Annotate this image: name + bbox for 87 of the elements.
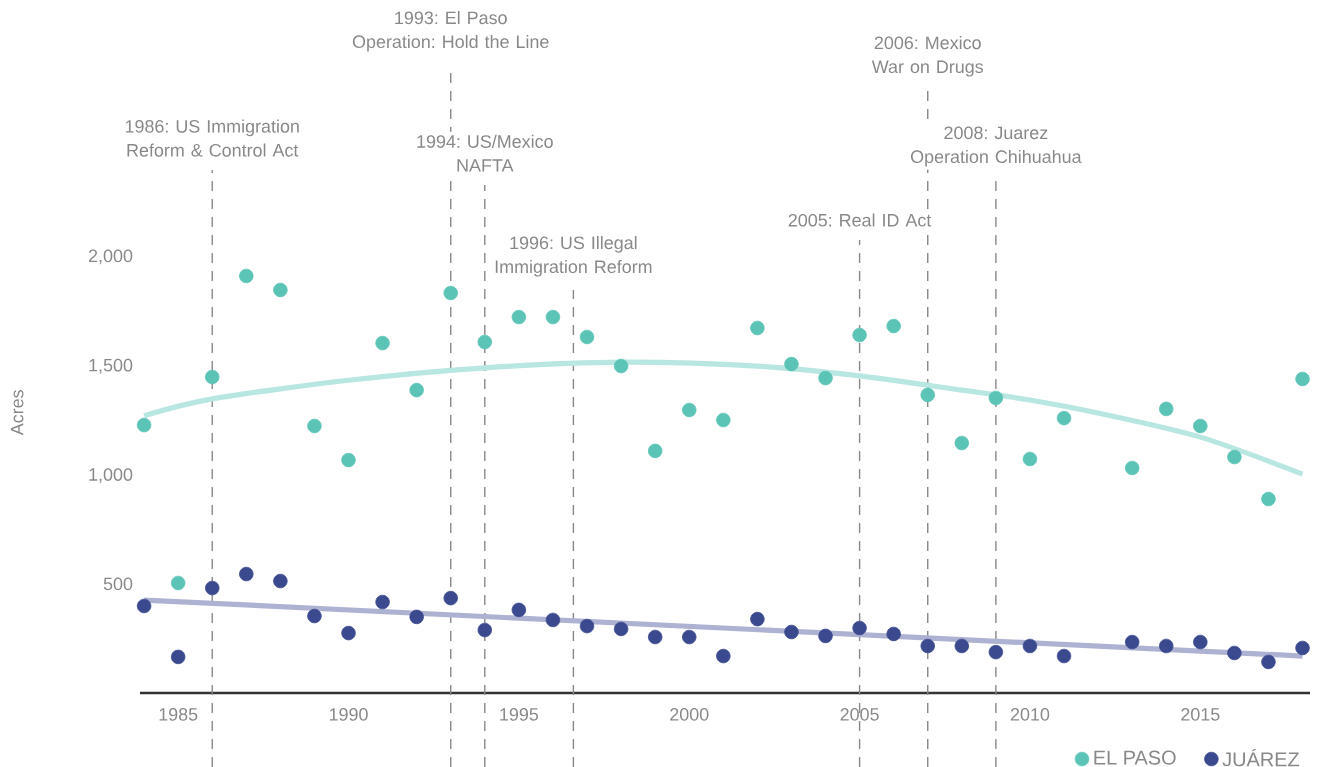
point: [136, 598, 152, 614]
point: [409, 609, 424, 625]
point: [886, 318, 901, 334]
x-tick-label: 2005: [840, 708, 879, 721]
point: [205, 369, 220, 385]
ref-line-label: 1994: US/Mexico NAFTA: [417, 134, 553, 172]
point: [716, 648, 731, 664]
point: [136, 417, 152, 433]
point: [307, 418, 322, 434]
point: [1227, 645, 1242, 661]
point: [1261, 491, 1276, 507]
point: [443, 285, 458, 301]
x-tick-label: 1985: [159, 708, 198, 721]
x-tick-label: 2000: [670, 708, 709, 721]
point: [239, 268, 254, 284]
point: [579, 329, 595, 345]
ref-line-label: 1986: US Immigration Reform & Control Act: [125, 119, 299, 157]
point: [1193, 634, 1208, 650]
point: [852, 327, 867, 343]
point: [477, 334, 492, 350]
point: [341, 452, 356, 468]
legend-label: JUÁREZ: [1222, 748, 1300, 767]
x-tick-label: 1995: [500, 708, 539, 721]
y-axis-title: Acres: [10, 390, 24, 436]
point: [613, 358, 629, 374]
point: [205, 580, 220, 596]
point: [1227, 449, 1242, 465]
point: [273, 573, 288, 589]
point: [750, 320, 765, 336]
point: [443, 590, 458, 606]
point: [1022, 638, 1038, 654]
ref-line-label: 2008: Juarez Operation Chihuahua: [910, 126, 1082, 167]
point: [886, 626, 901, 642]
point: [852, 620, 867, 636]
point: [647, 629, 663, 645]
point: [716, 412, 731, 428]
y-tick-label: 500: [103, 577, 133, 591]
point: [1022, 451, 1038, 467]
x-tick-label: 1990: [329, 708, 368, 721]
point: [511, 602, 527, 618]
point: [613, 621, 629, 637]
point: [784, 356, 799, 372]
point: [511, 309, 527, 325]
x-tick-label: 2010: [1010, 708, 1050, 721]
legend-label: EL PASO: [1094, 750, 1176, 765]
point: [682, 629, 697, 645]
point: [239, 566, 254, 582]
point: [750, 611, 765, 627]
point: [920, 387, 935, 403]
point: [409, 382, 424, 398]
point: [545, 309, 561, 325]
point: [375, 594, 390, 610]
point: [579, 618, 595, 634]
y-tick-label: 1,000: [89, 468, 133, 483]
ref-line-label: 1996: US Illegal Immigration Reform: [495, 235, 652, 277]
point: [954, 638, 970, 654]
point: [784, 624, 799, 640]
point: [545, 612, 561, 628]
point: [1056, 648, 1072, 664]
ref-line-label: 1993: El Paso Operation: Hold the Line: [352, 10, 549, 52]
point: [682, 402, 697, 418]
point: [988, 644, 1004, 660]
point: [647, 443, 663, 459]
point: [273, 282, 288, 298]
point: [1056, 410, 1072, 426]
point: [818, 628, 833, 644]
y-tick-label: 2,000: [88, 249, 133, 265]
point: [170, 575, 186, 591]
point: [954, 435, 970, 451]
point: [1193, 418, 1208, 434]
point: [375, 335, 390, 351]
point: [1261, 654, 1276, 670]
point: [920, 638, 935, 654]
y-tick-label: 1,500: [89, 358, 133, 374]
point: [988, 390, 1004, 406]
point: [818, 370, 833, 386]
ref-line-label: 2006: Mexico War on Drugs: [871, 35, 984, 77]
point: [1124, 460, 1140, 476]
point: [170, 649, 186, 665]
x-tick-label: 2015: [1181, 708, 1220, 721]
point: [1124, 634, 1140, 650]
point: [1159, 401, 1174, 417]
point: [341, 625, 356, 641]
point: [1159, 638, 1174, 654]
ref-line-label: 2005: Real ID Act: [788, 213, 932, 227]
point: [477, 622, 492, 638]
point: [307, 608, 322, 624]
